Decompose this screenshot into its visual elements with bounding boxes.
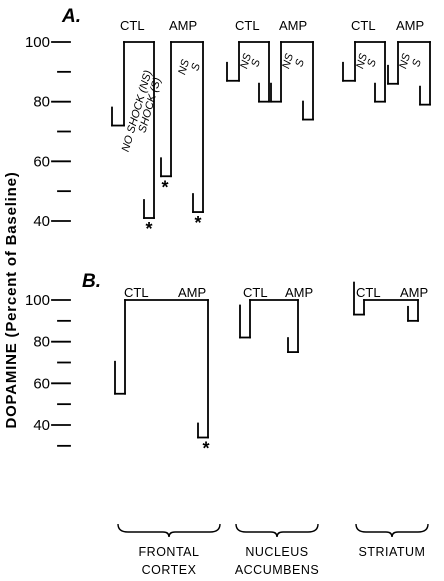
panel-b-frontal-amp-sig: * bbox=[202, 439, 209, 459]
y-tick-label-a-40: 40 bbox=[33, 213, 50, 230]
region-label-line2-0: CORTEX bbox=[142, 563, 197, 577]
panel-a-accumbens-amp-ns-bar-label: NS bbox=[280, 52, 296, 71]
panel-a-striatum-ctl-label: CTL bbox=[351, 18, 376, 33]
panel-a-frontal-amp-label: AMP bbox=[169, 18, 197, 33]
region-brace-0 bbox=[117, 523, 221, 538]
panel-a-accumbens-ctl-s-bar-label: S bbox=[249, 57, 263, 68]
y-tick-label-b-80: 80 bbox=[33, 334, 50, 351]
panel-a-striatum-amp-ns-bar-label: NS bbox=[397, 52, 413, 71]
y-tick-label-b-100: 100 bbox=[25, 292, 50, 309]
region-label-line1-1: NUCLEUS bbox=[245, 545, 308, 559]
panel-a-accumbens-ctl-label: CTL bbox=[235, 18, 260, 33]
panel-b-frontal-amp-label: AMP bbox=[178, 285, 206, 300]
panel-a-striatum-amp-label: AMP bbox=[396, 18, 424, 33]
panel-a-frontal-amp-ns-bar-label: NS bbox=[176, 58, 192, 77]
panel-b-frontal-ctl-label: CTL bbox=[124, 285, 149, 300]
panel-b-striatum-ctl-label: CTL bbox=[356, 285, 381, 300]
panel-a-frontal-amp-s-bar-label: S bbox=[189, 61, 203, 72]
panel-a-frontal-ctl-shock-sig: * bbox=[145, 219, 152, 239]
panel-b-accumbens-amp-label: AMP bbox=[285, 285, 313, 300]
panel-a-striatum-ctl-s-bar-label: S bbox=[365, 57, 379, 68]
region-label-line2-1: ACCUMBENS bbox=[235, 563, 319, 577]
panel-a-frontal-amp-shock-sig: * bbox=[194, 213, 201, 233]
y-tick-label-a-80: 80 bbox=[33, 94, 50, 111]
y-tick-label-b-60: 60 bbox=[33, 375, 50, 392]
panel-a-accumbens-amp-label: AMP bbox=[279, 18, 307, 33]
panel-b-label: B. bbox=[82, 271, 101, 292]
panel-a-label: A. bbox=[61, 6, 81, 27]
panel-a-striatum-ctl-ns-bar-label: NS bbox=[354, 52, 370, 71]
panel-a-accumbens-ctl-ns-bar-label: NS bbox=[238, 52, 254, 71]
panel-a-frontal-ctl-label: CTL bbox=[120, 18, 145, 33]
panel-b-striatum-amp-label: AMP bbox=[400, 285, 428, 300]
panel-a-striatum-amp-s-bar-label: S bbox=[410, 57, 424, 68]
y-tick-label-b-40: 40 bbox=[33, 417, 50, 434]
panel-b-accumbens-ctl-label: CTL bbox=[243, 285, 268, 300]
panel-a-frontal-amp-no_shock-sig: * bbox=[161, 177, 168, 197]
y-tick-label-a-60: 60 bbox=[33, 153, 50, 170]
region-brace-1 bbox=[235, 523, 319, 538]
region-brace-2 bbox=[355, 523, 429, 538]
panel-a-accumbens-amp-s-bar-label: S bbox=[293, 57, 307, 68]
y-axis-label: DOPAMINE (Percent of Baseline) bbox=[3, 171, 20, 428]
region-label-line1-0: FRONTAL bbox=[139, 545, 200, 559]
region-label-line1-2: STRIATUM bbox=[359, 545, 426, 559]
y-tick-label-a-100: 100 bbox=[25, 34, 50, 51]
